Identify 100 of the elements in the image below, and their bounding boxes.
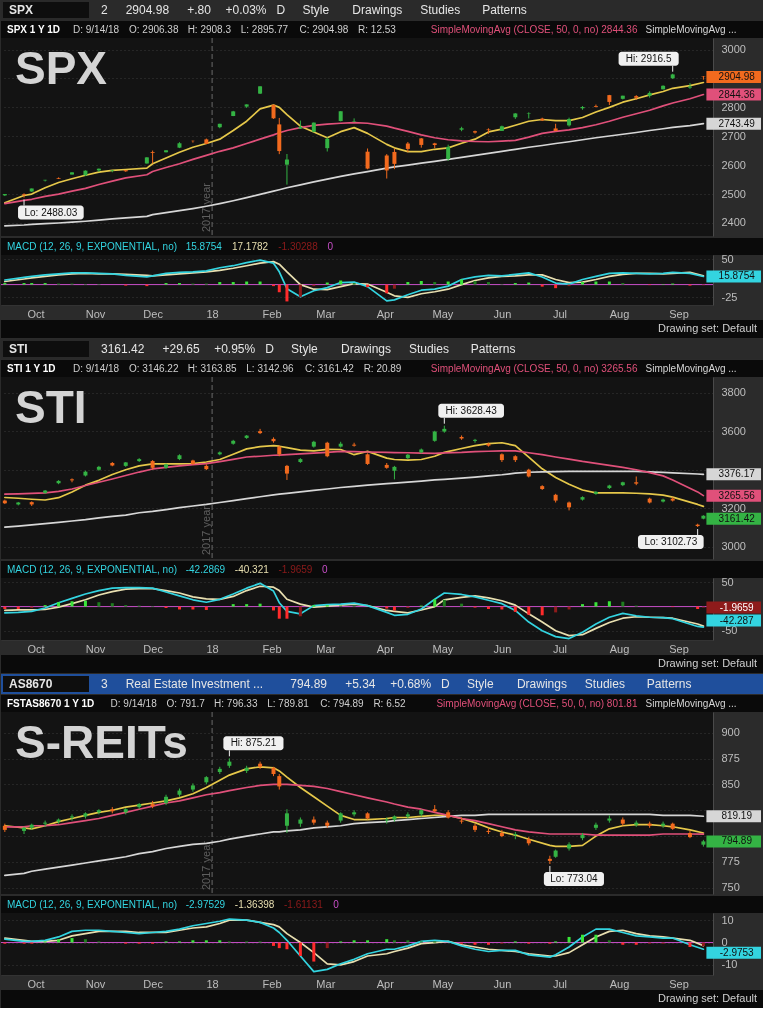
x-tick-label: Aug xyxy=(609,977,630,990)
y-tick-label: -50 xyxy=(721,624,738,637)
x-tick-label: Nov xyxy=(85,977,106,990)
text: Studies xyxy=(584,677,625,691)
x-tick-label: Oct xyxy=(27,977,45,990)
x-tick-label: Jun xyxy=(493,977,512,990)
annotation: 3265.56 xyxy=(718,489,756,501)
x-tick-label: Sep xyxy=(669,642,689,655)
text: +0.95% xyxy=(214,342,256,356)
text: D xyxy=(441,677,451,691)
text: H: 2908.3 xyxy=(187,23,232,35)
ref-line-label: 0 xyxy=(322,563,329,575)
text: 2 xyxy=(101,3,108,17)
x-tick-label: Sep xyxy=(669,307,689,320)
text: -1.61131 xyxy=(284,898,324,910)
chart-title: STI xyxy=(15,381,87,433)
x-tick-label: Dec xyxy=(143,307,164,320)
x-tick-label: Apr xyxy=(376,307,395,320)
text: 3 xyxy=(101,677,108,691)
text: +29.65 xyxy=(162,342,200,356)
annotation: -42.287 xyxy=(719,614,755,626)
text: C: 2904.98 xyxy=(299,23,349,35)
text: +.80 xyxy=(187,3,212,17)
text: C: 3161.42 xyxy=(304,362,355,374)
x-tick-label: Jun xyxy=(493,307,512,320)
x-tick-label: Feb xyxy=(262,307,282,320)
text: Studies xyxy=(420,3,461,17)
text: 794.89 xyxy=(290,677,328,691)
annotation: -1.9659 xyxy=(719,601,755,613)
text: D xyxy=(276,3,286,17)
text: SimpleMovingAvg ... xyxy=(645,23,737,35)
annotation: 15.8754 xyxy=(718,270,756,282)
y-tick-label: 3000 xyxy=(721,540,746,553)
y-tick-label: 775 xyxy=(721,855,740,868)
text: Drawing set: Default xyxy=(657,657,757,669)
y-tick-label: 2700 xyxy=(721,129,746,142)
text: +0.68% xyxy=(390,677,432,691)
y-tick-label: 3800 xyxy=(721,386,746,399)
text: SimpleMovingAvg (CLOSE, 50, 0, no) 3265.56 xyxy=(430,362,638,374)
text: C: 794.89 xyxy=(320,697,365,709)
text: H: 796.33 xyxy=(214,697,258,709)
annotation: Hi: 875.21 xyxy=(230,737,277,749)
ref-line-label: 2017 year xyxy=(200,182,213,232)
ref-line-label: 2017 year xyxy=(200,505,213,555)
x-tick-label: Oct xyxy=(27,642,45,655)
annotation: Lo: 3102.73 xyxy=(644,536,698,548)
text: Real Estate Investment ... xyxy=(125,677,264,691)
y-tick-label: -25 xyxy=(721,290,738,303)
text: -1.30288 xyxy=(278,240,319,252)
x-tick-label: Aug xyxy=(609,307,630,320)
y-tick-label: 10 xyxy=(721,913,734,926)
text: SimpleMovingAvg ... xyxy=(645,362,737,374)
text: -1.9659 xyxy=(278,563,313,575)
x-tick-label: Nov xyxy=(85,307,106,320)
x-tick-label: Nov xyxy=(85,642,106,655)
text: Style xyxy=(467,677,495,691)
x-tick-label: Oct xyxy=(27,307,45,320)
text: L: 3142.96 xyxy=(246,362,295,374)
annotation: 3161.42 xyxy=(718,512,756,524)
annotation: Hi: 3628.43 xyxy=(445,404,498,416)
text: Studies xyxy=(408,342,449,356)
annotation: -2.9753 xyxy=(719,946,755,958)
annotation: 819.19 xyxy=(721,810,753,822)
text: O: 2906.38 xyxy=(128,23,179,35)
y-tick-label: -10 xyxy=(721,958,738,971)
text: 2904.98 xyxy=(125,3,170,17)
y-tick-label: 900 xyxy=(721,726,740,739)
text: MACD (12, 26, 9, EXPONENTIAL, no) xyxy=(7,240,178,252)
text: L: 2895.77 xyxy=(240,23,289,35)
annotation: 2743.49 xyxy=(718,117,756,129)
x-tick-label: Jun xyxy=(493,642,512,655)
y-tick-label: 875 xyxy=(721,752,740,765)
annotation: 2904.98 xyxy=(718,71,756,83)
text: 17.1782 xyxy=(231,240,269,252)
text: SPX xyxy=(9,3,34,17)
x-tick-label: Feb xyxy=(262,977,282,990)
x-tick-label: Aug xyxy=(609,642,630,655)
y-tick-label: 3000 xyxy=(721,43,746,56)
text: L: 789.81 xyxy=(267,697,310,709)
annotation: 3376.17 xyxy=(718,468,756,480)
x-tick-label: Mar xyxy=(316,307,336,320)
x-tick-label: Jul xyxy=(552,307,567,320)
text: 15.8754 xyxy=(185,240,223,252)
x-tick-label: May xyxy=(432,307,454,320)
text: SimpleMovingAvg (CLOSE, 50, 0, no) 801.81 xyxy=(436,697,638,709)
x-tick-label: 18 xyxy=(206,642,219,655)
x-tick-label: Dec xyxy=(143,977,164,990)
text: R: 12.53 xyxy=(358,23,397,35)
text: R: 6.52 xyxy=(373,697,407,709)
y-tick-label: 3200 xyxy=(721,501,746,514)
y-tick-label: 50 xyxy=(721,575,734,588)
text: Drawing set: Default xyxy=(657,992,757,1004)
text: O: 3146.22 xyxy=(128,362,179,374)
text: STI 1 Y 1D xyxy=(7,362,56,374)
text: Style xyxy=(302,3,330,17)
y-tick-label: 2800 xyxy=(721,100,746,113)
text: Style xyxy=(291,342,319,356)
ref-line-label: 0 xyxy=(327,240,334,252)
text: H: 3163.85 xyxy=(187,362,238,374)
x-tick-label: Feb xyxy=(262,642,282,655)
